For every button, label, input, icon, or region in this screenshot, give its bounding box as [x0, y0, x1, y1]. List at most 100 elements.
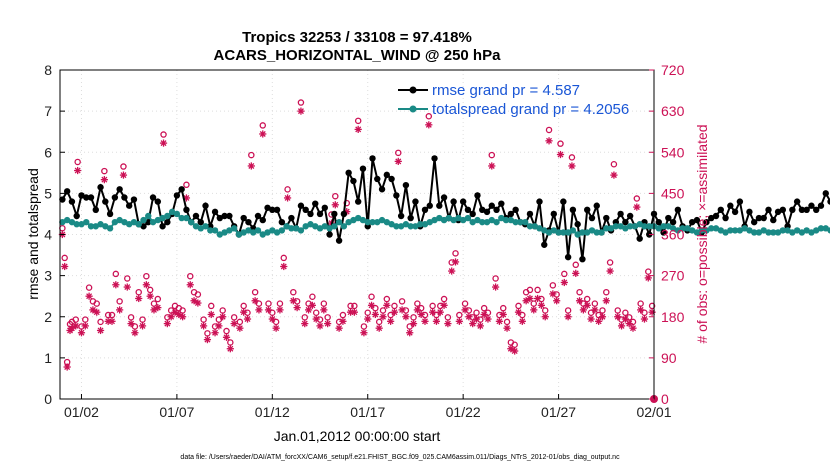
- assimilated-obs-point: [219, 313, 227, 321]
- rmse-point: [221, 212, 228, 220]
- rmse-line: [61, 158, 830, 260]
- possible-obs-point: [82, 316, 89, 323]
- assimilated-obs-point: [610, 171, 618, 179]
- possible-obs-point: [265, 300, 272, 307]
- totalspread-point: [140, 216, 147, 224]
- assimilated-obs-point: [472, 315, 481, 323]
- chart-title: Tropics 32253 / 33108 = 97.418%: [242, 29, 472, 46]
- assimilated-obs-point: [394, 157, 402, 165]
- assimilated-obs-point: [606, 267, 614, 275]
- y-tick-label: 4: [44, 227, 52, 243]
- totalspread-point: [87, 223, 95, 230]
- totalspread-point: [440, 216, 448, 224]
- possible-obs-point: [492, 275, 499, 282]
- totalspread-point: [78, 221, 85, 228]
- assimilated-obs-point: [640, 315, 649, 323]
- rmse-point: [703, 218, 710, 226]
- rmse-point: [397, 212, 405, 220]
- possible-obs-point: [227, 339, 234, 346]
- rmse-point: [245, 218, 252, 226]
- totalspread-point: [483, 218, 491, 226]
- assimilated-obs-point: [514, 308, 523, 316]
- possible-obs-point: [398, 298, 406, 305]
- rmse-point: [793, 198, 801, 205]
- rmse-point: [125, 202, 133, 209]
- possible-obs-point: [541, 307, 549, 314]
- legend-rmse-label: rmse grand pr = 4.587: [432, 82, 580, 99]
- possible-obs-point: [499, 304, 507, 312]
- assimilated-obs-point: [440, 301, 448, 309]
- possible-obs-point: [503, 318, 511, 326]
- totalspread-point: [760, 227, 767, 234]
- possible-obs-point: [379, 307, 387, 314]
- totalspread-point: [593, 229, 600, 236]
- rmse-point: [536, 198, 543, 205]
- totalspread-point: [693, 229, 701, 236]
- possible-obs-point: [549, 282, 557, 289]
- totalspread-point: [164, 212, 171, 220]
- possible-obs-point: [324, 314, 331, 321]
- rmse-point: [145, 218, 152, 226]
- possible-obs-point: [480, 304, 488, 312]
- totalspread-point: [584, 229, 591, 236]
- y-tick-label: 5: [44, 185, 52, 201]
- possible-obs-point: [93, 300, 100, 307]
- assimilated-obs-point: [448, 267, 456, 275]
- totalspread-point: [622, 225, 629, 232]
- assimilated-obs-point: [602, 297, 610, 305]
- assimilated-obs-point: [203, 335, 212, 344]
- rmse-point: [269, 206, 276, 214]
- possible-obs-point: [372, 304, 379, 312]
- rmse-point: [154, 198, 162, 205]
- rmse-point: [593, 202, 600, 209]
- rmse-point: [321, 204, 328, 211]
- totalspread-point: [202, 223, 209, 230]
- possible-obs-point: [154, 295, 162, 303]
- assimilated-obs-point: [495, 317, 504, 325]
- assimilated-obs-point: [200, 322, 208, 330]
- possible-obs-point: [248, 151, 255, 159]
- possible-obs-point: [473, 309, 480, 316]
- totalspread-point: [679, 225, 686, 232]
- totalspread-point: [345, 218, 352, 226]
- rmse-point: [326, 231, 333, 238]
- totalspread-point: [92, 223, 99, 230]
- possible-obs-point: [187, 272, 194, 280]
- rmse-point: [774, 208, 782, 216]
- totalspread-point: [250, 229, 257, 236]
- rmse-point: [383, 171, 391, 179]
- totalspread-point: [125, 221, 133, 228]
- assimilated-obs-point: [236, 324, 244, 332]
- assimilated-obs-point: [230, 320, 238, 328]
- totalspread-point: [340, 223, 348, 230]
- possible-obs-point: [452, 250, 459, 257]
- possible-obs-point: [204, 330, 211, 337]
- rmse-point: [63, 188, 71, 195]
- assimilated-obs-point: [131, 329, 139, 337]
- assimilated-obs-point: [503, 324, 511, 332]
- totalspread-point: [479, 218, 486, 226]
- rmse-point: [717, 206, 724, 214]
- totalspread-point: [111, 218, 119, 226]
- totalspread-point: [703, 227, 710, 234]
- possible-obs-point: [648, 302, 656, 310]
- rmse-point: [712, 212, 720, 220]
- totalspread-point: [431, 216, 438, 224]
- totalspread-point: [388, 221, 395, 228]
- rmse-point: [688, 218, 696, 226]
- series-layer: [58, 99, 830, 403]
- rmse-point: [760, 214, 767, 222]
- assimilated-obs-point: [598, 313, 607, 321]
- data-file-footer: data file: /Users/raeder/DAI/ATM_forcXX/…: [180, 454, 620, 461]
- rmse-point: [87, 194, 95, 201]
- totalspread-point: [512, 218, 519, 226]
- possible-obs-point: [309, 293, 316, 301]
- possible-obs-point: [276, 300, 284, 307]
- totalspread-point: [273, 229, 281, 236]
- totalspread-point: [288, 225, 295, 232]
- totalspread-point: [574, 231, 581, 238]
- rmse-point: [808, 202, 815, 209]
- assimilated-obs-point: [444, 320, 452, 328]
- rmse-point: [192, 212, 200, 220]
- rmse-point: [331, 210, 338, 218]
